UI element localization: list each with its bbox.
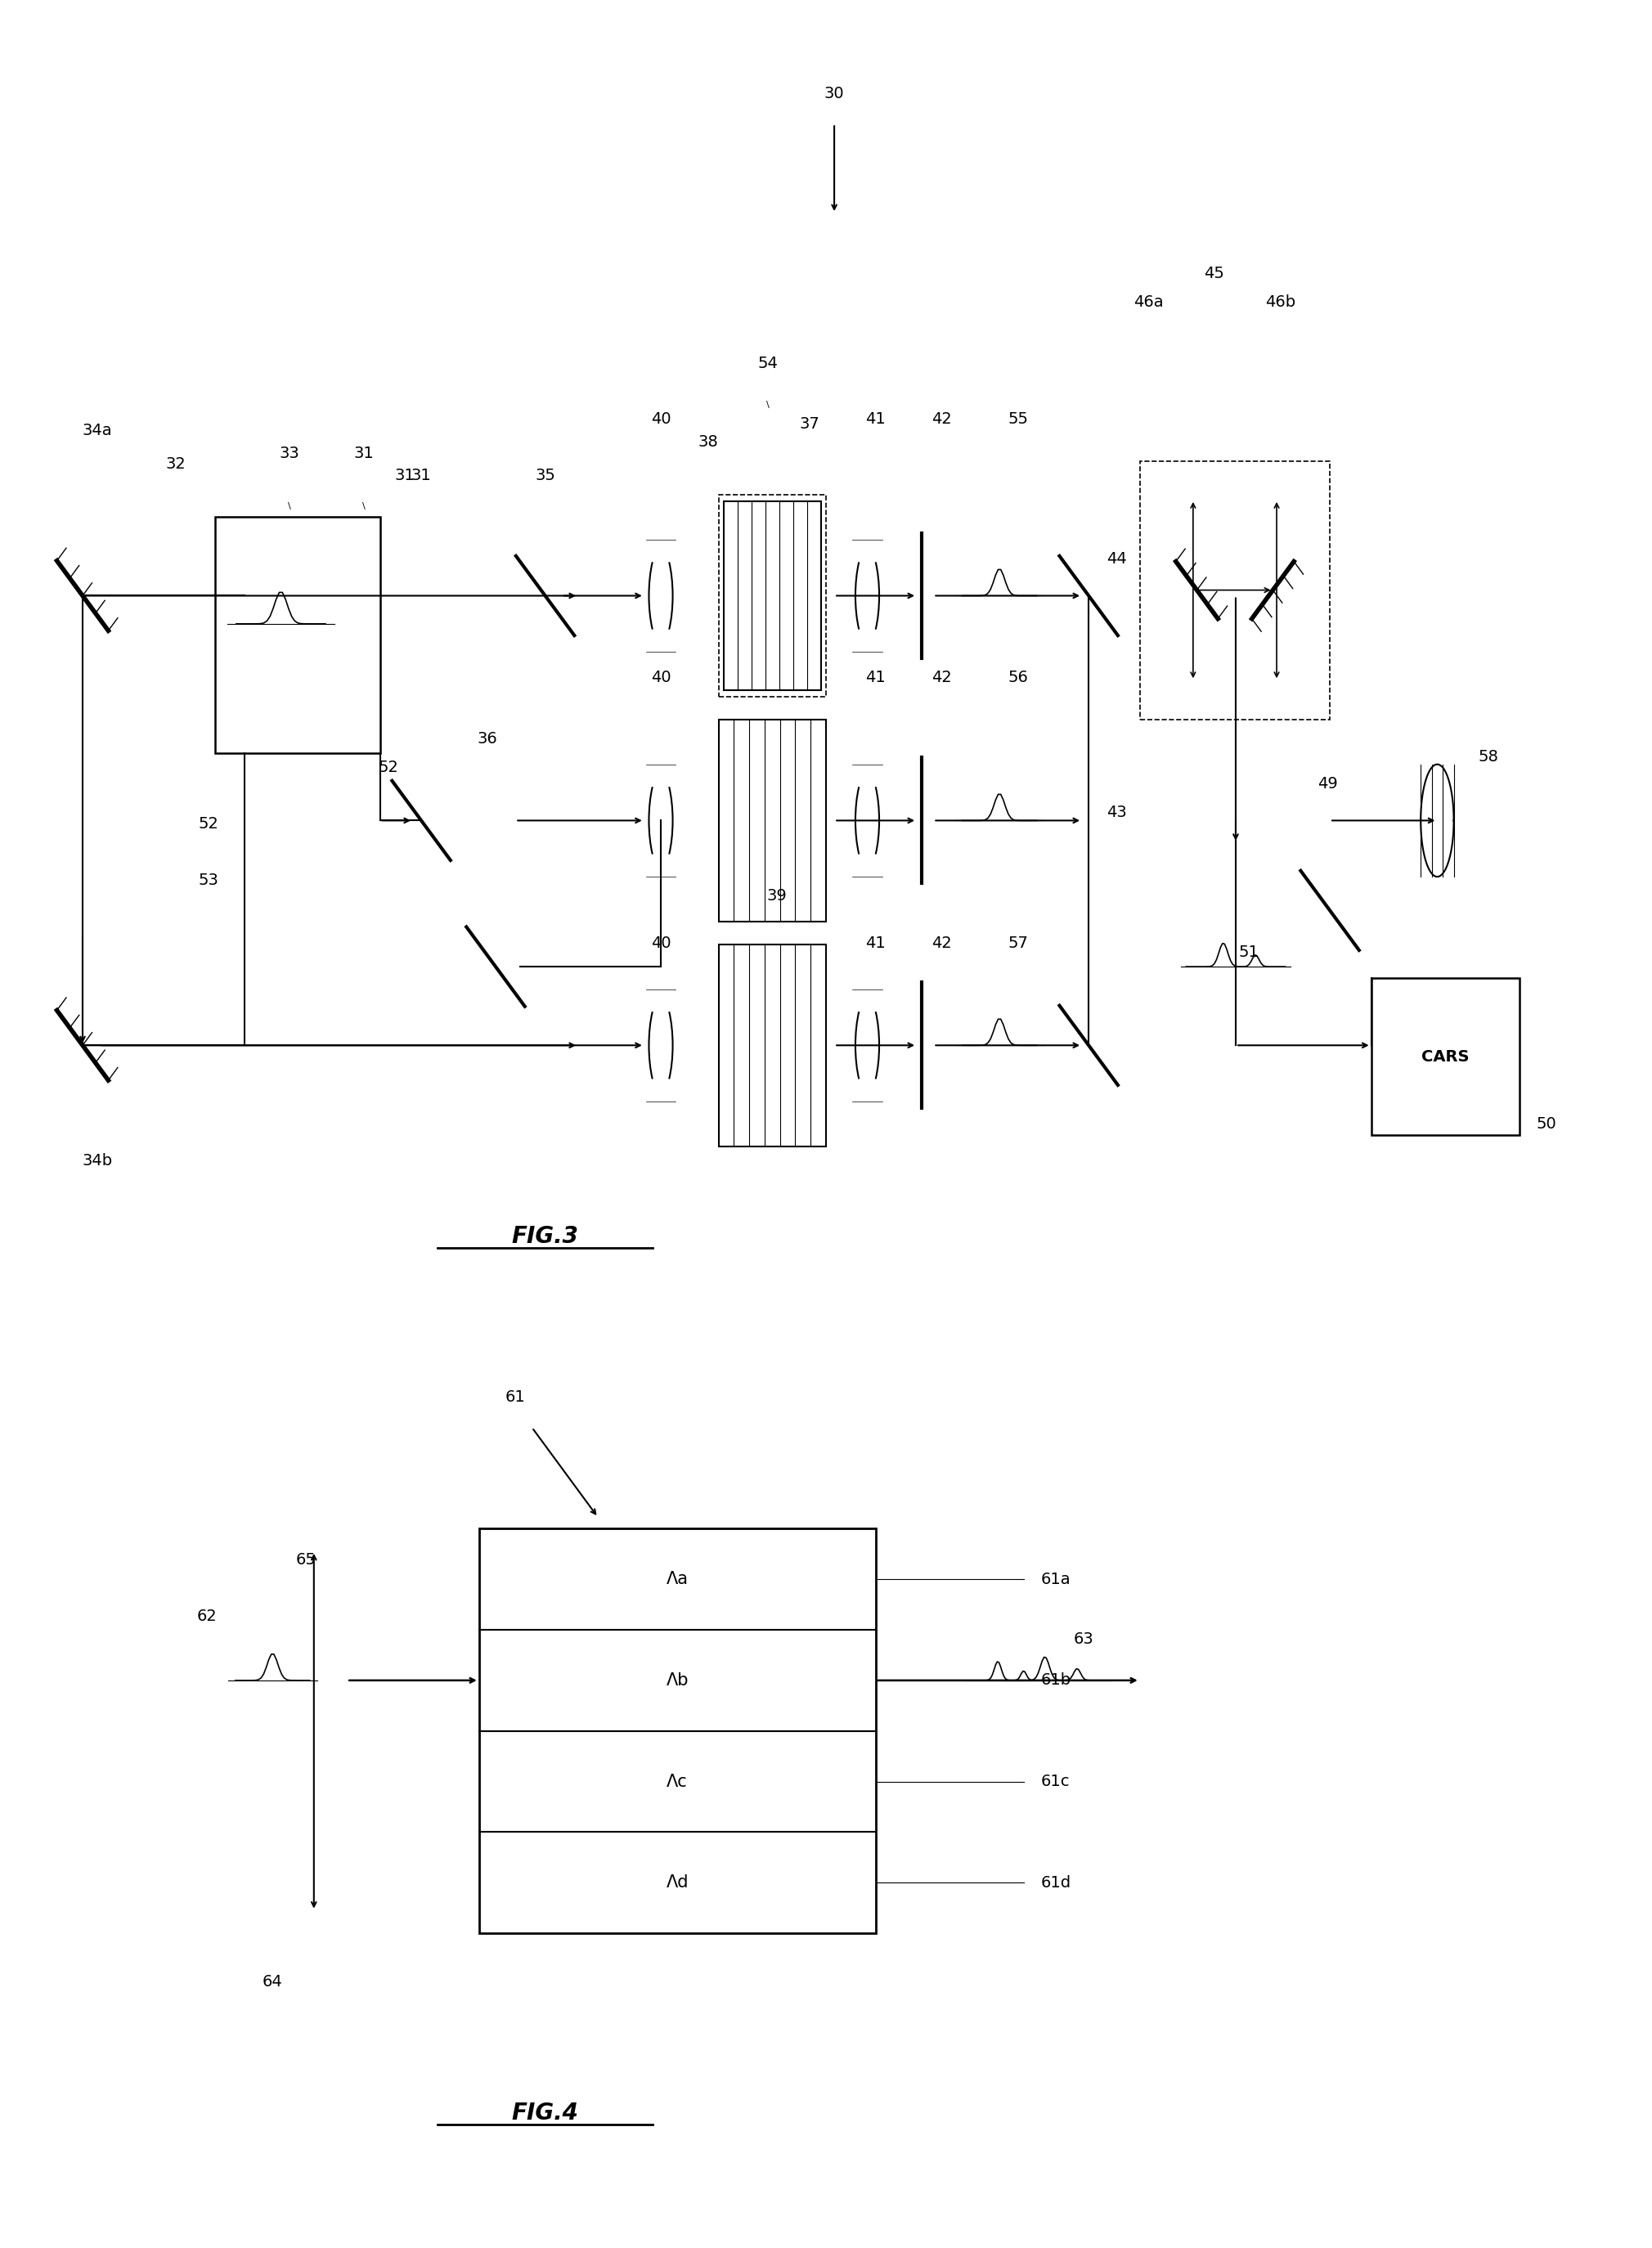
Bar	[719, 495, 826, 697]
Text: \: \	[767, 400, 770, 409]
Text: 30: 30	[824, 85, 844, 101]
Text: 61: 61	[506, 1389, 525, 1405]
Text: 44: 44	[1107, 551, 1127, 566]
Text: 55: 55	[1008, 411, 1028, 427]
Text: 42: 42	[932, 935, 952, 951]
Text: 32: 32	[165, 456, 185, 472]
Text: 36: 36	[477, 731, 497, 746]
Text: 61c: 61c	[1041, 1774, 1070, 1789]
Text: 64: 64	[263, 1974, 282, 1989]
Text: 43: 43	[1107, 805, 1127, 821]
Text: 31: 31	[354, 445, 373, 461]
Text: 54: 54	[758, 355, 778, 371]
Text: 37: 37	[800, 416, 819, 432]
Text: 40: 40	[651, 411, 671, 427]
Text: 46b: 46b	[1265, 294, 1295, 310]
Text: 52: 52	[378, 760, 398, 776]
Bar	[724, 501, 821, 690]
Text: 35: 35	[535, 468, 555, 483]
Text: CARS: CARS	[1422, 1050, 1469, 1063]
Text: Λb: Λb	[666, 1673, 689, 1688]
Text: \: \	[287, 501, 291, 510]
Text: 34a: 34a	[83, 423, 112, 438]
Text: 39: 39	[767, 888, 786, 904]
Text: 31: 31	[395, 468, 415, 483]
Bar	[719, 719, 826, 922]
Text: 52: 52	[198, 816, 218, 832]
Bar	[1140, 461, 1330, 719]
Text: 42: 42	[932, 411, 952, 427]
Text: 62: 62	[197, 1610, 216, 1623]
Text: 38: 38	[699, 434, 719, 450]
Text: 46a: 46a	[1133, 294, 1163, 310]
Text: 41: 41	[866, 411, 885, 427]
Text: 53: 53	[198, 872, 218, 888]
Text: 51: 51	[1239, 944, 1259, 960]
Text: Λc: Λc	[667, 1774, 687, 1789]
Bar	[1371, 978, 1520, 1135]
Text: 40: 40	[651, 935, 671, 951]
Text: 56: 56	[1008, 670, 1028, 686]
Bar	[479, 1529, 876, 1933]
Text: 65: 65	[296, 1553, 316, 1569]
Text: Λd: Λd	[666, 1875, 689, 1891]
Text: 40: 40	[651, 670, 671, 686]
Text: 63: 63	[1074, 1632, 1094, 1646]
Text: 41: 41	[866, 670, 885, 686]
Bar	[719, 944, 826, 1146]
Text: 58: 58	[1479, 749, 1498, 764]
Text: 34b: 34b	[83, 1153, 112, 1169]
Text: 33: 33	[279, 445, 299, 461]
Text: 61a: 61a	[1041, 1571, 1070, 1587]
Text: FIG.4: FIG.4	[512, 2102, 578, 2124]
Text: 57: 57	[1008, 935, 1028, 951]
Text: \: \	[362, 501, 365, 510]
Text: 45: 45	[1204, 265, 1224, 281]
Text: 41: 41	[866, 935, 885, 951]
Text: 61b: 61b	[1041, 1673, 1070, 1688]
Text: 61d: 61d	[1041, 1875, 1070, 1891]
Text: 42: 42	[932, 670, 952, 686]
Text: 50: 50	[1536, 1117, 1556, 1131]
Text: FIG.3: FIG.3	[512, 1225, 578, 1248]
Text: 49: 49	[1318, 776, 1338, 791]
Text: Λa: Λa	[666, 1571, 689, 1587]
Bar	[215, 517, 380, 753]
Text: 31: 31	[411, 468, 431, 483]
